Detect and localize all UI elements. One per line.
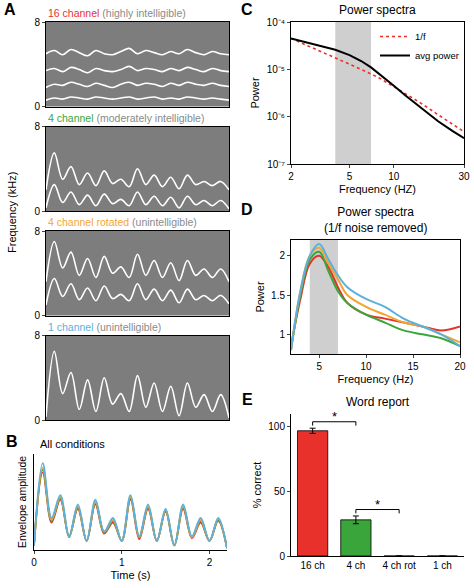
svg-text:2: 2 [288,171,294,182]
svg-text:15: 15 [407,361,419,372]
svg-text:1 channel (unintelligible): 1 channel (unintelligible) [48,321,161,333]
svg-text:Word report: Word report [346,395,410,409]
svg-text:1/f: 1/f [415,31,426,42]
svg-text:8: 8 [34,330,40,341]
svg-text:Envelope amplitude: Envelope amplitude [16,456,28,548]
svg-text:Power: Power [254,281,266,313]
svg-text:1: 1 [119,557,125,568]
svg-text:16 ch: 16 ch [300,560,324,571]
svg-text:Frequency (kHz): Frequency (kHz) [6,172,18,253]
svg-text:50: 50 [274,486,286,497]
svg-text:1.5: 1.5 [271,290,285,301]
svg-text:Power spectra: Power spectra [339,3,416,17]
svg-text:4 ch rot: 4 ch rot [382,560,416,571]
svg-text:Time (s): Time (s) [111,569,151,581]
svg-text:*: * [332,409,337,424]
svg-text:All conditions: All conditions [40,438,105,450]
svg-text:20: 20 [454,361,466,372]
svg-text:B: B [6,433,18,450]
svg-text:5: 5 [316,361,322,372]
svg-text:4 ch: 4 ch [346,560,365,571]
svg-text:8: 8 [34,17,40,28]
svg-text:5: 5 [347,171,353,182]
svg-text:0: 0 [34,310,40,321]
svg-text:4 channel rotated (unintelligi: 4 channel rotated (unintelligible) [48,216,197,228]
svg-text:100: 100 [268,421,285,432]
svg-text:A: A [4,1,16,18]
svg-text:0: 0 [31,557,37,568]
svg-text:30: 30 [458,171,470,182]
svg-text:2: 2 [279,250,285,261]
svg-text:Frequency (Hz): Frequency (Hz) [338,373,414,385]
svg-text:10⁻⁶: 10⁻⁶ [267,111,285,122]
svg-text:avg power: avg power [415,50,459,61]
svg-text:D: D [241,201,253,218]
svg-text:8: 8 [34,226,40,237]
svg-text:0: 0 [34,101,40,112]
svg-text:0: 0 [34,206,40,217]
svg-text:Power spectra(1/f noise remove: Power spectra(1/f noise removed) [324,205,427,235]
svg-text:Power: Power [249,77,261,109]
svg-text:16 channel (highly intelligibl: 16 channel (highly intelligible) [48,7,186,19]
svg-text:0: 0 [34,415,40,426]
svg-text:*: * [375,497,380,512]
svg-text:0: 0 [279,551,285,562]
svg-text:10⁻⁴: 10⁻⁴ [267,17,285,28]
svg-text:8: 8 [34,121,40,132]
svg-text:% correct: % correct [251,462,263,508]
svg-text:C: C [241,1,253,18]
svg-text:1: 1 [279,329,285,340]
svg-text:10⁻⁷: 10⁻⁷ [267,159,285,170]
svg-text:E: E [242,391,253,408]
svg-text:10: 10 [361,361,373,372]
svg-text:10⁻⁵: 10⁻⁵ [267,64,285,75]
svg-text:Frequency (HZ): Frequency (HZ) [339,183,416,195]
svg-text:1 ch: 1 ch [433,560,452,571]
svg-text:4 channel (moderately intellig: 4 channel (moderately intelligible) [48,112,204,124]
svg-text:2: 2 [207,557,213,568]
svg-text:10: 10 [388,171,400,182]
